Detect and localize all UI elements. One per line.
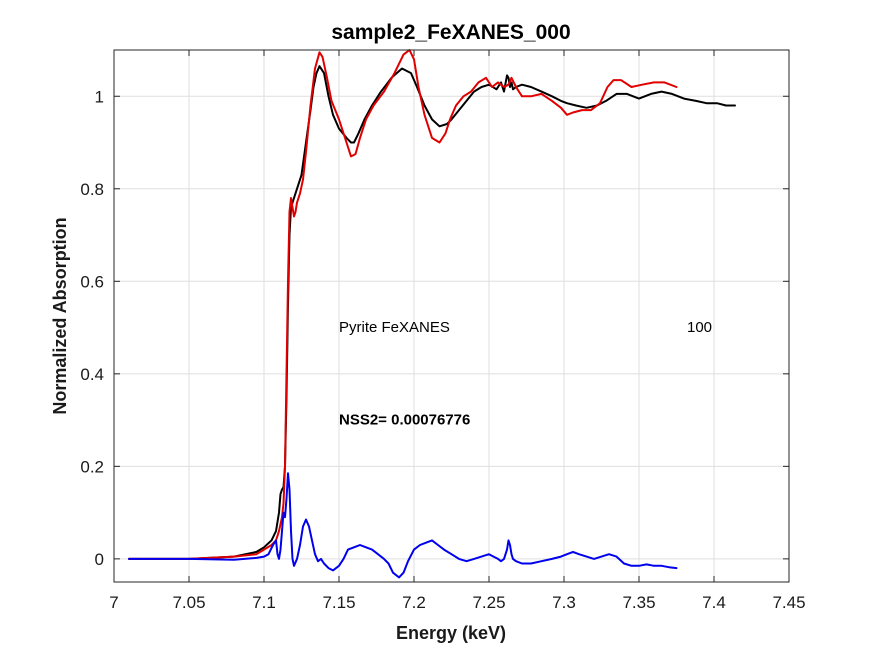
annotation: Pyrite FeXANES [339, 319, 450, 336]
plot-frame [113, 49, 790, 583]
y-tick-label: 0.8 [80, 180, 104, 199]
x-tick-label: 7.3 [552, 593, 576, 612]
y-tick-label: 0.2 [80, 457, 104, 476]
series-line-2 [128, 49, 678, 560]
x-tick-label: 7.15 [322, 593, 355, 612]
x-tick-label: 7.05 [172, 593, 205, 612]
x-tick-label: 7.1 [252, 593, 276, 612]
series-line-3 [128, 472, 678, 579]
x-tick-label: 7.25 [472, 593, 505, 612]
series-layer [128, 49, 736, 579]
y-tick-label: 0.4 [80, 365, 104, 384]
chart-title: sample2_FeXANES_000 [331, 21, 570, 44]
x-tick-label: 7.4 [702, 593, 726, 612]
annotation: 100 [687, 319, 712, 336]
x-tick-label: 7.45 [772, 593, 805, 612]
x-tick-label: 7.35 [622, 593, 655, 612]
ticks: 7 7.05 7.1 7.15 7.2 7.25 7.3 7.35 7.4 7.45 0 0.2 0.4… [80, 50, 806, 612]
x-tick-label: 7 [109, 593, 118, 612]
y-tick-label: 0 [95, 550, 104, 569]
x-axis-label: Energy (keV) [396, 623, 506, 643]
annotation: NSS2= 0.00076776 [339, 412, 470, 429]
annotations: Pyrite FeXANES 100 NSS2= 0.00076776 [339, 319, 712, 429]
y-tick-label: 1 [95, 87, 104, 106]
y-tick-label: 0.6 [80, 272, 104, 291]
y-axis-label: Normalized Absorption [50, 217, 70, 414]
plot-background [114, 50, 789, 582]
x-tick-label: 7.2 [402, 593, 426, 612]
